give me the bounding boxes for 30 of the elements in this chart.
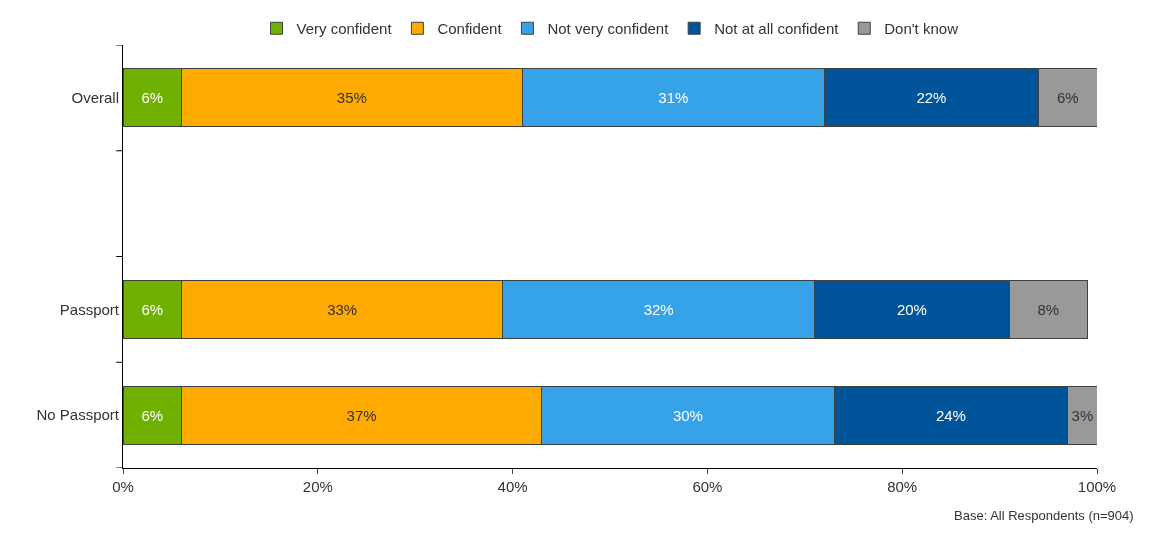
- x-tick-label: 80%: [887, 478, 918, 495]
- legend-label: Not very confident: [547, 20, 670, 38]
- y-tick-label: Passport: [59, 300, 120, 318]
- data-label: 30%: [672, 406, 703, 424]
- data-label: 33%: [327, 300, 358, 318]
- data-label: 22%: [916, 89, 947, 107]
- y-tick-label: No Passport: [36, 406, 120, 424]
- x-tick-label: 0%: [112, 478, 134, 495]
- data-label: 20%: [896, 300, 927, 318]
- y-tick-label: Overall: [71, 89, 119, 107]
- legend-label: Very confident: [296, 20, 393, 38]
- text: Base: All Respondents (n=904): [954, 508, 1134, 523]
- data-label: 6%: [141, 406, 164, 424]
- legend-label: Don't know: [884, 20, 959, 38]
- data-label: 24%: [935, 406, 966, 424]
- data-label: 8%: [1037, 300, 1060, 318]
- data-label: 3%: [1071, 406, 1094, 424]
- data-label: 37%: [346, 406, 377, 424]
- legend-label: Confident: [437, 20, 503, 38]
- data-label: 6%: [1056, 89, 1079, 107]
- data-label: 6%: [141, 89, 164, 107]
- data-label: 32%: [643, 300, 674, 318]
- data-label: 31%: [658, 89, 689, 107]
- x-tick-label: 40%: [497, 478, 528, 495]
- x-tick-label: 60%: [692, 478, 723, 495]
- x-tick-label: 20%: [302, 478, 333, 495]
- data-label: 6%: [141, 300, 164, 318]
- x-tick-label: 100%: [1077, 478, 1117, 495]
- data-label: 35%: [336, 89, 367, 107]
- legend-label: Not at all confident: [714, 20, 840, 38]
